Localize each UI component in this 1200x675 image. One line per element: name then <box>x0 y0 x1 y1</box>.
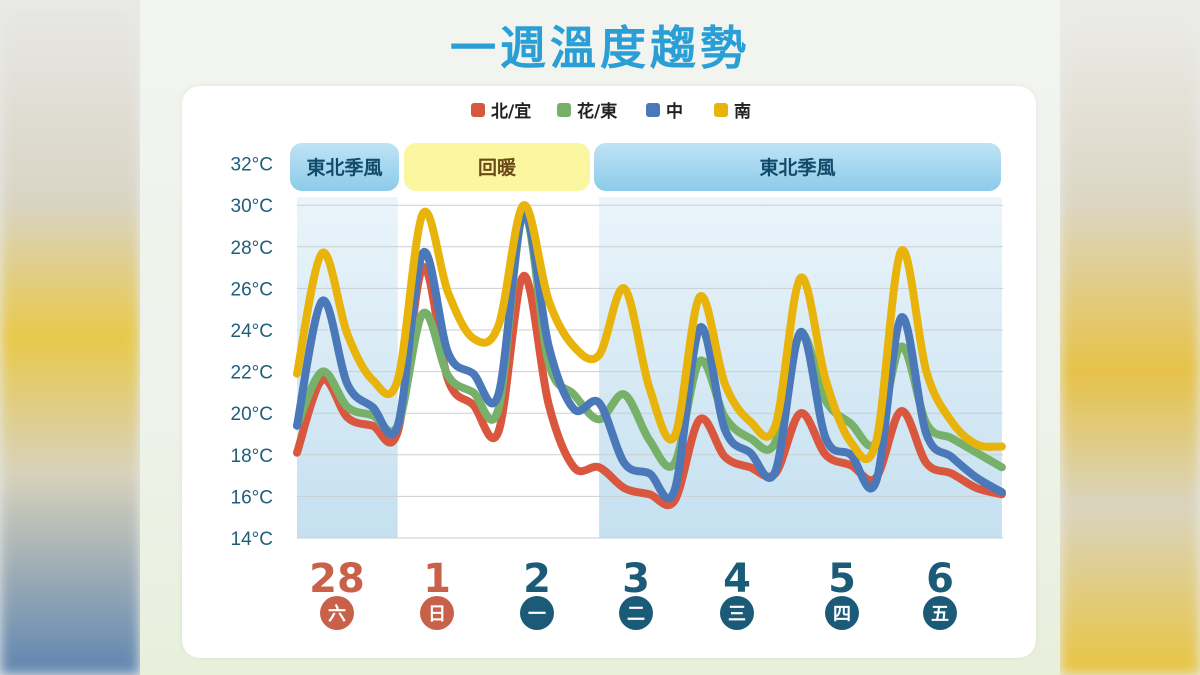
y-tick-label: 14°C <box>231 529 273 550</box>
y-tick-label: 24°C <box>231 321 273 342</box>
page-title: 一週溫度趨勢 <box>450 21 750 75</box>
y-tick-label: 16°C <box>231 487 273 508</box>
series-line <box>293 209 1006 503</box>
legend-label: 南 <box>734 101 751 122</box>
x-day-number: 28 <box>309 556 365 602</box>
period-banner-monsoon <box>594 143 1001 191</box>
y-tick-label: 28°C <box>231 238 273 259</box>
period-banner-label: 東北季風 <box>759 156 835 179</box>
legend-label: 中 <box>666 101 683 122</box>
weekday-badge <box>420 596 454 630</box>
weekday-label: 六 <box>328 603 346 625</box>
legend-swatch <box>471 103 485 117</box>
weekday-label: 二 <box>627 604 645 625</box>
period-banner-warm <box>404 143 590 191</box>
y-tick-label: 26°C <box>231 279 273 300</box>
x-day-number: 1 <box>423 556 451 602</box>
legend-swatch <box>714 103 728 117</box>
weekday-label: 五 <box>931 604 949 625</box>
right-blurred-backdrop <box>1060 0 1200 675</box>
weekday-label: 三 <box>728 604 746 625</box>
weekday-badge <box>619 596 653 630</box>
weekday-badge <box>825 596 859 630</box>
series-line <box>293 201 1006 463</box>
x-day-number: 6 <box>926 556 954 602</box>
left-blurred-backdrop <box>0 0 140 675</box>
weekday-badge <box>320 596 354 630</box>
y-tick-label: 20°C <box>231 404 273 425</box>
monsoon-shaded-region <box>599 197 1002 538</box>
period-banner-label: 回暖 <box>478 156 517 179</box>
x-day-number: 5 <box>828 556 856 602</box>
legend-label: 北/宜 <box>491 101 531 122</box>
weekday-label: 日 <box>428 604 446 625</box>
y-tick-label: 22°C <box>231 363 273 384</box>
y-tick-label: 30°C <box>231 196 273 217</box>
period-banner-monsoon <box>290 143 399 191</box>
weekday-badge <box>720 596 754 630</box>
y-tick-label: 18°C <box>231 446 273 467</box>
weekday-label: 一 <box>528 604 546 625</box>
y-tick-label: 32°C <box>231 155 273 176</box>
legend-label: 花/東 <box>577 101 617 122</box>
weekday-badge <box>520 596 554 630</box>
x-day-number: 3 <box>622 556 650 602</box>
legend-swatch <box>557 103 571 117</box>
x-day-number: 4 <box>723 556 751 602</box>
weekday-label: 四 <box>833 604 851 625</box>
x-day-number: 2 <box>523 556 551 602</box>
period-banner-label: 東北季風 <box>306 156 382 179</box>
weekday-badge <box>923 596 957 630</box>
legend-swatch <box>646 103 660 117</box>
monsoon-shaded-region <box>297 197 398 538</box>
